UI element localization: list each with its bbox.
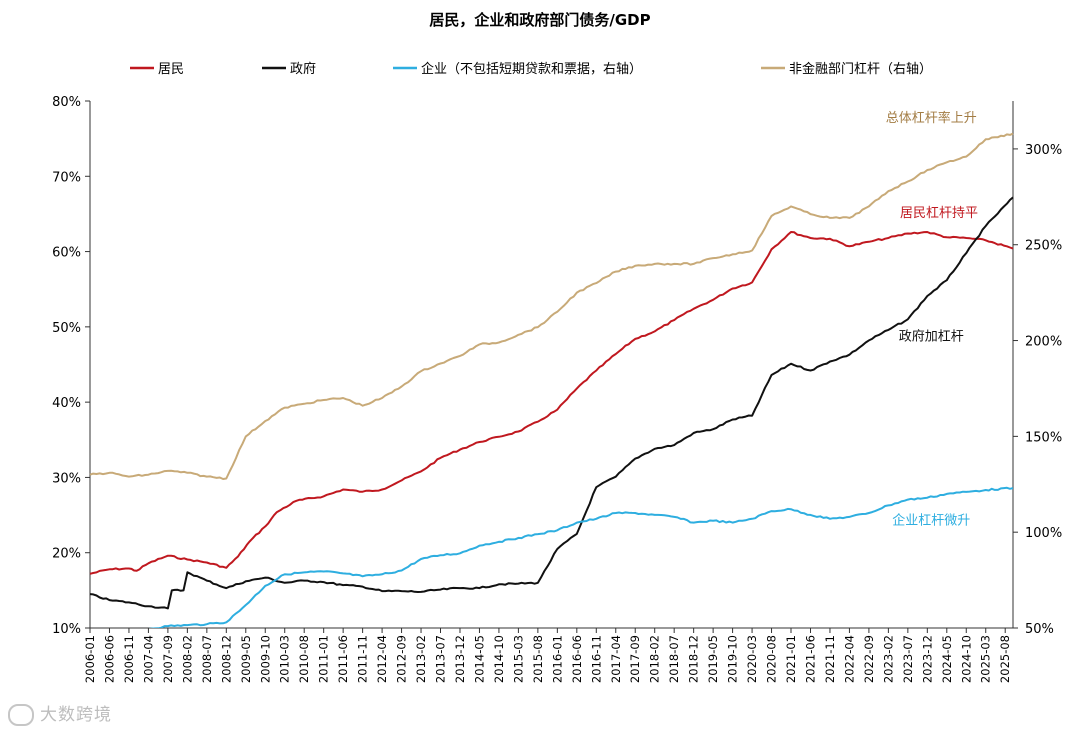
x-tick-label: 2008-02 bbox=[180, 635, 194, 683]
watermark: 大数跨境 bbox=[8, 700, 112, 726]
x-tick-label: 2022-09 bbox=[862, 635, 876, 683]
x-tick-label: 2014-05 bbox=[472, 635, 486, 683]
watermark-text: 大数跨境 bbox=[40, 705, 112, 725]
annotation-1: 总体杠杆率上升 bbox=[886, 110, 977, 126]
left-tick-label: 50% bbox=[52, 321, 81, 336]
x-tick-label: 2024-10 bbox=[959, 635, 973, 683]
chart-title: 居民，企业和政府部门债务/GDP bbox=[429, 11, 650, 29]
x-tick-label: 2014-10 bbox=[492, 635, 506, 683]
x-tick-label: 2011-11 bbox=[356, 635, 370, 683]
legend-label-3: 企业（不包括短期贷款和票据，右轴） bbox=[421, 61, 642, 77]
x-tick-label: 2023-12 bbox=[920, 635, 934, 683]
x-tick-label: 2016-11 bbox=[589, 635, 603, 683]
right-tick-label: 200% bbox=[1025, 335, 1062, 350]
left-tick-label: 30% bbox=[52, 471, 81, 486]
series-line-1 bbox=[89, 231, 1014, 575]
x-tick-label: 2025-03 bbox=[979, 635, 993, 683]
x-tick-label: 2007-09 bbox=[161, 635, 175, 683]
x-tick-label: 2025-08 bbox=[998, 635, 1012, 683]
left-tick-label: 80% bbox=[52, 95, 81, 110]
right-tick-label: 100% bbox=[1025, 526, 1062, 541]
annotation-3: 政府加杠杆 bbox=[899, 328, 964, 344]
right-tick-label: 50% bbox=[1025, 622, 1054, 637]
x-tick-label: 2024-05 bbox=[940, 635, 954, 683]
left-tick-label: 70% bbox=[52, 170, 81, 185]
x-tick-label: 2008-12 bbox=[219, 635, 233, 683]
series-line-2 bbox=[89, 196, 1014, 610]
x-tick-label: 2018-12 bbox=[687, 635, 701, 683]
legend-label-2: 政府 bbox=[290, 62, 316, 77]
right-tick-label: 300% bbox=[1025, 143, 1062, 158]
x-tick-label: 2013-12 bbox=[453, 635, 467, 683]
x-tick-label: 2006-01 bbox=[83, 635, 97, 683]
x-tick-label: 2015-03 bbox=[511, 635, 525, 683]
left-tick-label: 40% bbox=[52, 396, 81, 411]
x-tick-label: 2017-04 bbox=[609, 635, 623, 683]
x-tick-label: 2012-09 bbox=[395, 635, 409, 683]
left-tick-label: 10% bbox=[52, 622, 81, 637]
x-tick-label: 2009-10 bbox=[258, 635, 272, 683]
legend-label-4: 非金融部门杠杆（右轴） bbox=[789, 61, 932, 77]
x-tick-label: 2013-02 bbox=[414, 635, 428, 683]
series-line-3 bbox=[148, 486, 1013, 628]
right-tick-label: 150% bbox=[1025, 430, 1062, 445]
series-line-4 bbox=[89, 132, 1014, 480]
annotation-4: 企业杠杆微升 bbox=[892, 513, 970, 529]
legend-label-1: 居民 bbox=[158, 62, 184, 77]
x-tick-label: 2022-04 bbox=[842, 635, 856, 683]
x-tick-label: 2018-02 bbox=[648, 635, 662, 683]
right-tick-label: 250% bbox=[1025, 239, 1062, 254]
legend: 居民 政府 企业（不包括短期贷款和票据，右轴） 非金融部门杠杆（右轴） bbox=[130, 61, 932, 77]
x-tick-label: 2016-01 bbox=[550, 635, 564, 683]
x-tick-label: 2021-01 bbox=[784, 635, 798, 683]
x-tick-label: 2010-03 bbox=[278, 635, 292, 683]
x-tick-label: 2016-06 bbox=[570, 635, 584, 683]
annotation-2: 居民杠杆持平 bbox=[900, 205, 978, 221]
x-tick-label: 2020-08 bbox=[765, 635, 779, 683]
x-tick-label: 2011-01 bbox=[317, 635, 331, 683]
x-tick-label: 2020-03 bbox=[745, 635, 759, 683]
x-tick-label: 2006-06 bbox=[102, 635, 116, 683]
x-tick-label: 2017-09 bbox=[628, 635, 642, 683]
x-tick-label: 2013-07 bbox=[434, 635, 448, 683]
x-tick-label: 2023-07 bbox=[901, 635, 915, 683]
x-tick-label: 2018-07 bbox=[667, 635, 681, 683]
x-tick-label: 2011-06 bbox=[336, 635, 350, 683]
x-tick-label: 2009-05 bbox=[239, 635, 253, 683]
x-tick-label: 2012-04 bbox=[375, 635, 389, 683]
x-tick-label: 2019-10 bbox=[726, 635, 740, 683]
series-group bbox=[89, 132, 1014, 628]
x-tick-label: 2006-11 bbox=[122, 635, 136, 683]
x-tick-label: 2010-08 bbox=[297, 635, 311, 683]
x-tick-label: 2007-04 bbox=[141, 635, 155, 683]
axes: 10% 20% 30% 40% 50% 60% 70% 80% 50% 100% 150% 200% 2… bbox=[52, 95, 1062, 683]
x-tick-label: 2008-07 bbox=[200, 635, 214, 683]
left-tick-label: 60% bbox=[52, 246, 81, 261]
x-tick-label: 2023-02 bbox=[881, 635, 895, 683]
x-tick-label: 2021-06 bbox=[803, 635, 817, 683]
x-tick-label: 2019-05 bbox=[706, 635, 720, 683]
left-tick-label: 20% bbox=[52, 547, 81, 562]
x-tick-label: 2021-11 bbox=[823, 635, 837, 683]
watermark-logo-icon bbox=[8, 704, 34, 726]
x-tick-label: 2015-08 bbox=[531, 635, 545, 683]
